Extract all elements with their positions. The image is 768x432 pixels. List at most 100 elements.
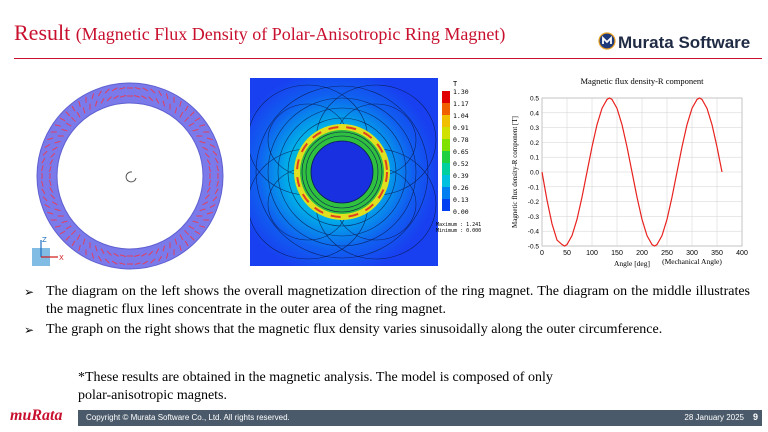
magnetization-arrow: [133, 95, 140, 98]
y-tick-label: -0.3: [528, 214, 540, 221]
magnetization-arrow: [97, 255, 102, 262]
x-tick-label: 0: [540, 250, 544, 257]
y-tick-label: -0.5: [528, 244, 540, 251]
colorbar-tick-label: 0.78: [453, 136, 469, 144]
magnetization-arrow: [54, 225, 61, 228]
murata-brand-logo: muRata: [10, 407, 63, 424]
magnetization-arrow: [106, 250, 112, 256]
magnetization-arrow: [192, 128, 199, 132]
magnetization-arrow: [216, 165, 219, 172]
x-tick-label: 300: [686, 250, 698, 257]
y-tick-label: 0.2: [530, 140, 539, 147]
magnetization-arrow: [54, 208, 61, 212]
colorbar-max-label: Maximum: [436, 222, 457, 228]
magnetization-arrow: [208, 166, 211, 173]
x-axis-note: (Mechanical Angle): [662, 257, 722, 266]
magnetization-arrow: [179, 234, 184, 241]
magnetization-arrow: [41, 188, 46, 195]
x-tick-label: 350: [711, 250, 723, 257]
magnetization-arrow: [54, 140, 61, 144]
y-tick-label: 0.3: [530, 125, 539, 132]
magnetization-arrow: [50, 194, 56, 200]
magnetization-arrow: [71, 105, 76, 112]
magnetization-arrow: [76, 234, 81, 241]
magnetization-arrow: [133, 254, 140, 257]
magnetization-arrow: [148, 96, 154, 102]
svg-text:Minimum : 0.000: Minimum : 0.000: [436, 228, 481, 234]
bullet-marker-icon: ➢: [24, 323, 35, 337]
magnetization-arrow: [174, 107, 178, 114]
magnetization-arrow: [91, 252, 95, 259]
magnetization-arrow: [199, 225, 206, 228]
magnetization-arrow: [199, 208, 206, 212]
magnetization-arrow: [44, 143, 51, 148]
x-tick-label: 50: [563, 250, 571, 257]
magnetization-arrow: [70, 230, 76, 236]
magnetization-arrow: [82, 238, 86, 245]
magnetization-arrow: [184, 116, 190, 122]
flux-density-line-chart: Magnetic flux density-R component 0 50 100 1…: [511, 76, 748, 268]
magnetization-arrow: [206, 159, 211, 165]
murata-software-logo-icon: [598, 32, 616, 50]
y-tick-label: 0.5: [530, 96, 539, 103]
colorbar-unit: T: [453, 80, 458, 88]
magnetization-arrow: [142, 260, 149, 265]
magnetization-arrow: [206, 137, 213, 141]
x-tick-label: 400: [736, 250, 748, 257]
magnetization-arrow: [209, 143, 216, 148]
magnetization-arrow: [208, 179, 211, 186]
magnetization-arrow: [192, 220, 199, 224]
magnetization-arrow: [47, 137, 54, 141]
magnetization-arrow: [111, 260, 118, 265]
series-line: [541, 97, 723, 247]
magnetization-arrow: [91, 93, 95, 100]
colorbar-min-label: Minimum: [436, 228, 457, 234]
magnetization-arrow: [71, 240, 76, 247]
magnetization-arrow: [61, 220, 68, 224]
magnetization-arrow: [94, 100, 98, 107]
magnetization-arrow: [76, 111, 81, 118]
title-divider: [14, 58, 762, 59]
magnetization-arrow: [78, 245, 81, 252]
magnetization-arrow: [119, 87, 126, 90]
magnetization-arrow: [174, 238, 178, 245]
magnetization-arrow: [179, 245, 182, 252]
magnetization-arrow: [206, 211, 213, 215]
axis-z-label: Z: [42, 236, 47, 244]
footer-copyright: Copyright © Murata Software Co., Ltd. Al…: [86, 413, 290, 422]
footer-bar: Copyright © Murata Software Co., Ltd. Al…: [78, 410, 762, 426]
magnetization-arrow: [120, 254, 127, 257]
bullet-marker-icon: ➢: [24, 285, 35, 299]
note-line: polar-anisotropic magnets.: [78, 388, 228, 403]
magnetization-arrow: [184, 240, 189, 247]
colorbar-tick-label: 0.26: [453, 184, 469, 192]
footer-date: 28 January 2025: [684, 413, 744, 422]
magnetization-arrow: [214, 157, 219, 164]
magnetization-arrow: [141, 95, 147, 100]
magnetization-arrow: [204, 194, 210, 200]
magnetization-arrow: [51, 201, 58, 206]
magnetization-arrow: [100, 97, 105, 104]
magnetization-arrow: [59, 230, 66, 235]
magnetization-arrow: [54, 124, 61, 127]
x-tick-label: 200: [636, 250, 648, 257]
magnetization-arrow: [78, 100, 81, 107]
magnetization-arrow: [212, 150, 218, 156]
magnetization-arrow: [120, 95, 127, 98]
magnetization-arrow: [188, 122, 195, 127]
company-logo-text: Murata Software: [618, 33, 751, 52]
colorbar-tick-label: 1.30: [453, 88, 469, 96]
magnetization-arrow: [50, 152, 56, 158]
magnetization-arrow: [70, 116, 76, 122]
magnetization-arrow: [141, 252, 147, 257]
magnetization-arrow: [100, 248, 105, 255]
magnetization-arrow: [59, 117, 66, 122]
colorbar-tick-label: 0.52: [453, 160, 469, 168]
magnetization-arrow: [104, 88, 110, 94]
colorbar-tick-label: 0.65: [453, 148, 469, 156]
x-axis-label: Angle [deg]: [614, 259, 650, 268]
magnetization-arrow: [202, 201, 209, 206]
magnetization-arrow: [44, 204, 51, 209]
magnetization-arrow: [142, 87, 149, 92]
colorbar-tick-label: 0.13: [453, 196, 469, 204]
